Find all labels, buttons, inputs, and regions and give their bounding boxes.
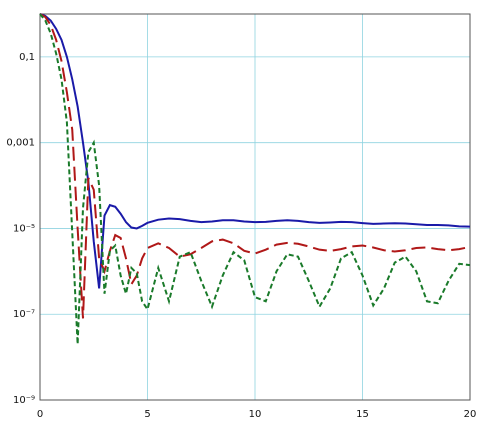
y-tick-label: 10⁻⁹	[13, 395, 35, 406]
x-tick-label: 0	[37, 409, 43, 420]
x-tick-label: 20	[464, 409, 477, 420]
y-tick-label: 0,001	[6, 138, 35, 149]
x-tick-label: 15	[356, 409, 369, 420]
series-line	[39, 13, 471, 319]
plot-frame	[39, 13, 471, 401]
series-line	[39, 13, 471, 345]
x-tick-label: 10	[249, 409, 262, 420]
y-tick-label: 10⁻⁷	[13, 309, 35, 320]
y-tick-label: 10⁻⁵	[13, 223, 35, 234]
y-tick-label: 0,1	[19, 52, 35, 63]
x-tick-label: 5	[144, 409, 150, 420]
series-line	[39, 13, 471, 289]
